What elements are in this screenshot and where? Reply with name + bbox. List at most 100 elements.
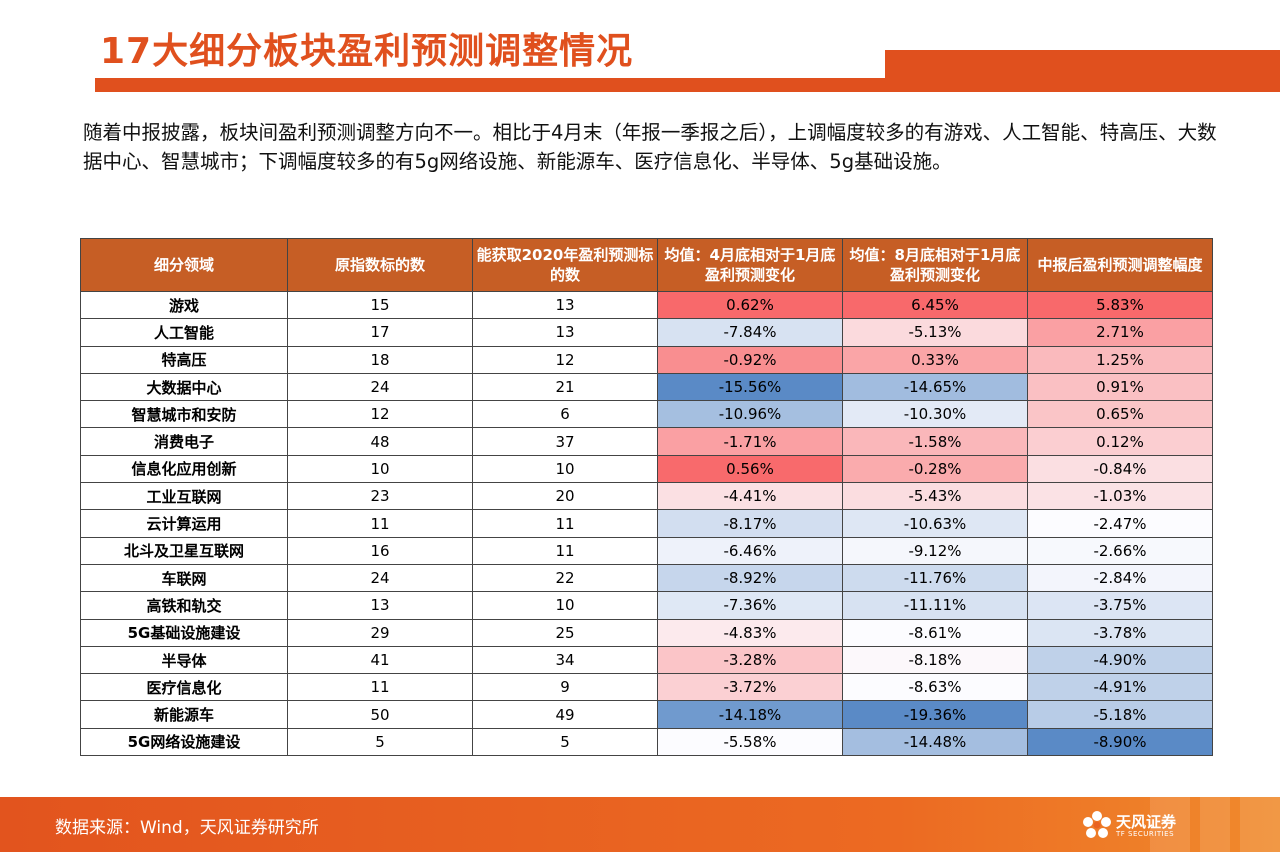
cell-original-count: 11	[287, 673, 473, 702]
cell-april-change: -6.46%	[657, 536, 843, 565]
cell-august-change: 0.33%	[842, 345, 1028, 374]
header-sector: 细分领域	[80, 238, 288, 292]
cell-sector: 北斗及卫星互联网	[80, 536, 288, 565]
logo-subtext: TF SECURITIES	[1116, 830, 1175, 838]
cell-adjustment: -2.47%	[1027, 509, 1213, 538]
cell-original-count: 23	[287, 482, 473, 511]
cell-original-count: 17	[287, 318, 473, 347]
cell-august-change: -0.28%	[842, 454, 1028, 484]
cell-april-change: -8.17%	[657, 509, 843, 538]
cell-available-count: 12	[472, 345, 658, 374]
cell-april-change: -10.96%	[657, 400, 843, 429]
table-row: 高铁和轨交 13 10 -7.36% -11.11% -3.75%	[80, 591, 1213, 620]
cell-adjustment: -8.90%	[1027, 727, 1213, 757]
cell-august-change: -5.13%	[842, 318, 1028, 347]
cell-adjustment: 0.65%	[1027, 400, 1213, 429]
cell-available-count: 10	[472, 454, 658, 484]
cell-sector: 云计算运用	[80, 509, 288, 538]
cell-original-count: 16	[287, 536, 473, 565]
table-row: 工业互联网 23 20 -4.41% -5.43% -1.03%	[80, 482, 1213, 511]
table-row: 特高压 18 12 -0.92% 0.33% 1.25%	[80, 345, 1213, 374]
cell-august-change: -10.63%	[842, 509, 1028, 538]
cell-sector: 车联网	[80, 563, 288, 593]
cell-april-change: -0.92%	[657, 345, 843, 374]
company-logo: 天风证券 TF SECURITIES	[1080, 809, 1210, 843]
cell-adjustment: -4.90%	[1027, 645, 1213, 675]
cell-august-change: -10.30%	[842, 400, 1028, 429]
cell-available-count: 11	[472, 536, 658, 565]
cell-available-count: 11	[472, 509, 658, 538]
cell-adjustment: 0.91%	[1027, 372, 1213, 402]
cell-august-change: 6.45%	[842, 290, 1028, 320]
page-title: 17大细分板块盈利预测调整情况	[100, 31, 634, 72]
cell-available-count: 37	[472, 427, 658, 456]
table-row: 半导体 41 34 -3.28% -8.18% -4.90%	[80, 645, 1213, 675]
cell-april-change: -1.71%	[657, 427, 843, 456]
cell-sector: 智慧城市和安防	[80, 400, 288, 429]
cell-sector: 新能源车	[80, 700, 288, 729]
cell-april-change: -8.92%	[657, 563, 843, 593]
title-accent-bar	[885, 50, 1280, 92]
cell-adjustment: 1.25%	[1027, 345, 1213, 374]
cell-sector: 大数据中心	[80, 372, 288, 402]
table-row: 信息化应用创新 10 10 0.56% -0.28% -0.84%	[80, 454, 1213, 484]
table-row: 新能源车 50 49 -14.18% -19.36% -5.18%	[80, 700, 1213, 729]
cell-adjustment: -4.91%	[1027, 673, 1213, 702]
table-row: 车联网 24 22 -8.92% -11.76% -2.84%	[80, 563, 1213, 593]
cell-sector: 游戏	[80, 290, 288, 320]
cell-original-count: 29	[287, 618, 473, 647]
cell-sector: 消费电子	[80, 427, 288, 456]
cell-original-count: 24	[287, 563, 473, 593]
table-row: 云计算运用 11 11 -8.17% -10.63% -2.47%	[80, 509, 1213, 538]
footer-bar: 数据来源：Wind，天风证券研究所 天风证券 TF SECURITIES	[0, 797, 1280, 852]
cell-sector: 半导体	[80, 645, 288, 675]
cell-original-count: 10	[287, 454, 473, 484]
header-april-change: 均值：4月底相对于1月底盈利预测变化	[657, 238, 843, 292]
cell-available-count: 13	[472, 290, 658, 320]
cell-available-count: 10	[472, 591, 658, 620]
header-available-count: 能获取2020年盈利预测标的数	[472, 238, 658, 292]
cell-august-change: -14.48%	[842, 727, 1028, 757]
table-row: 5G基础设施建设 29 25 -4.83% -8.61% -3.78%	[80, 618, 1213, 647]
cell-adjustment: 5.83%	[1027, 290, 1213, 320]
cell-adjustment: -1.03%	[1027, 482, 1213, 511]
cell-april-change: -7.36%	[657, 591, 843, 620]
table-header-row: 细分领域 原指数标的数 能获取2020年盈利预测标的数 均值：4月底相对于1月底…	[80, 238, 1213, 292]
table-row: 消费电子 48 37 -1.71% -1.58% 0.12%	[80, 427, 1213, 456]
cell-april-change: -4.41%	[657, 482, 843, 511]
table-row: 5G网络设施建设 5 5 -5.58% -14.48% -8.90%	[80, 727, 1213, 757]
cell-august-change: -19.36%	[842, 700, 1028, 729]
title-underline-bar	[95, 78, 885, 92]
logo-text: 天风证券	[1116, 813, 1177, 831]
cell-august-change: -8.63%	[842, 673, 1028, 702]
cell-sector: 人工智能	[80, 318, 288, 347]
cell-available-count: 34	[472, 645, 658, 675]
cell-august-change: -8.18%	[842, 645, 1028, 675]
cell-april-change: -4.83%	[657, 618, 843, 647]
table-row: 人工智能 17 13 -7.84% -5.13% 2.71%	[80, 318, 1213, 347]
cell-august-change: -11.11%	[842, 591, 1028, 620]
header-adjustment: 中报后盈利预测调整幅度	[1027, 238, 1213, 292]
cell-april-change: -3.28%	[657, 645, 843, 675]
table-row: 游戏 15 13 0.62% 6.45% 5.83%	[80, 290, 1213, 320]
header-august-change: 均值：8月底相对于1月底盈利预测变化	[842, 238, 1028, 292]
cell-sector: 工业互联网	[80, 482, 288, 511]
cell-sector: 5G网络设施建设	[80, 727, 288, 757]
cell-original-count: 15	[287, 290, 473, 320]
cell-original-count: 41	[287, 645, 473, 675]
cell-adjustment: -3.78%	[1027, 618, 1213, 647]
cell-august-change: -1.58%	[842, 427, 1028, 456]
cell-available-count: 9	[472, 673, 658, 702]
cell-original-count: 50	[287, 700, 473, 729]
cell-original-count: 18	[287, 345, 473, 374]
cell-available-count: 22	[472, 563, 658, 593]
cell-original-count: 11	[287, 509, 473, 538]
cell-adjustment: -3.75%	[1027, 591, 1213, 620]
cell-sector: 医疗信息化	[80, 673, 288, 702]
cell-april-change: -15.56%	[657, 372, 843, 402]
cell-august-change: -9.12%	[842, 536, 1028, 565]
cell-available-count: 25	[472, 618, 658, 647]
cell-april-change: -3.72%	[657, 673, 843, 702]
cell-august-change: -8.61%	[842, 618, 1028, 647]
cell-available-count: 49	[472, 700, 658, 729]
